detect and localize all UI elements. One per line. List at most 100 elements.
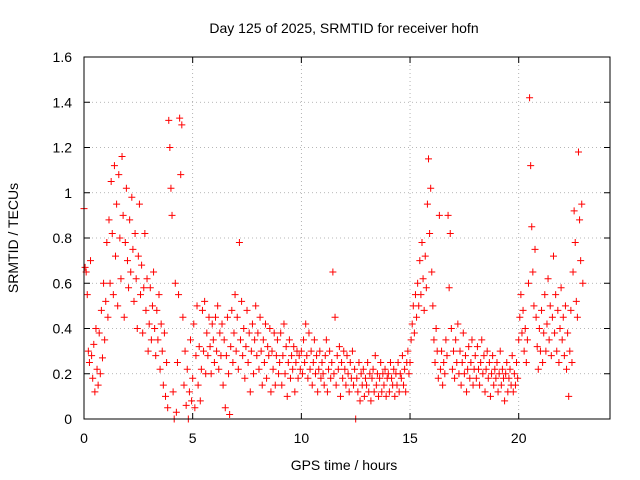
data-point xyxy=(288,352,296,360)
data-point xyxy=(428,268,436,276)
data-point xyxy=(404,347,412,355)
data-point xyxy=(534,365,542,373)
data-point xyxy=(528,223,536,231)
data-point xyxy=(110,162,118,170)
data-point xyxy=(330,370,338,378)
data-point xyxy=(573,313,581,321)
data-point xyxy=(179,313,187,321)
data-point xyxy=(264,343,272,351)
data-point xyxy=(397,374,405,382)
data-point xyxy=(279,352,287,360)
data-point xyxy=(234,365,242,373)
data-point xyxy=(92,325,100,332)
data-point xyxy=(201,297,209,305)
data-point xyxy=(395,388,403,396)
data-point xyxy=(420,306,428,314)
data-point xyxy=(494,388,502,396)
data-point xyxy=(123,257,131,265)
data-point xyxy=(414,279,422,287)
data-point xyxy=(108,229,116,237)
y-tick-label: 1.4 xyxy=(53,94,73,110)
data-point xyxy=(357,370,365,378)
data-point xyxy=(556,325,564,332)
data-point xyxy=(97,306,105,314)
data-point xyxy=(363,381,371,389)
data-point xyxy=(486,392,494,400)
data-point xyxy=(278,381,286,389)
data-point xyxy=(303,352,311,360)
data-point xyxy=(176,114,184,122)
data-point xyxy=(290,343,298,351)
data-point xyxy=(227,343,235,351)
data-point xyxy=(135,200,143,208)
data-point xyxy=(439,381,447,389)
data-point xyxy=(369,365,377,373)
data-point xyxy=(173,358,181,366)
data-point xyxy=(485,358,493,366)
data-point xyxy=(574,148,582,156)
data-point xyxy=(226,410,234,418)
data-point xyxy=(577,257,585,265)
data-point xyxy=(133,325,141,332)
data-point xyxy=(167,184,175,192)
data-point xyxy=(445,284,453,292)
data-point xyxy=(338,358,346,366)
data-point xyxy=(576,216,584,224)
data-point xyxy=(147,336,155,344)
data-point xyxy=(112,252,120,260)
x-tick-label: 10 xyxy=(294,430,310,446)
data-point xyxy=(375,392,383,400)
data-point xyxy=(314,388,322,396)
data-point xyxy=(255,365,263,373)
data-point xyxy=(91,388,99,396)
data-point xyxy=(378,388,386,396)
data-point xyxy=(514,374,522,382)
data-point xyxy=(84,347,92,355)
data-point xyxy=(323,388,331,396)
data-point xyxy=(256,313,264,321)
data-point xyxy=(385,388,393,396)
data-point xyxy=(320,381,328,389)
data-point xyxy=(448,365,456,373)
x-tick-label: 15 xyxy=(402,430,418,446)
data-point xyxy=(216,329,224,337)
data-point xyxy=(569,268,577,276)
y-tick-label: 1.2 xyxy=(53,140,73,156)
data-point xyxy=(426,229,434,237)
data-point xyxy=(454,320,462,328)
data-point xyxy=(386,358,394,366)
data-point xyxy=(557,284,565,292)
data-point xyxy=(447,325,455,332)
data-point xyxy=(538,306,546,314)
data-point xyxy=(578,200,586,208)
data-point xyxy=(382,392,390,400)
data-point xyxy=(292,358,300,366)
data-point xyxy=(339,374,347,382)
data-point xyxy=(472,374,480,382)
data-point xyxy=(521,325,529,332)
data-point xyxy=(329,268,337,276)
data-point xyxy=(493,358,501,366)
data-point xyxy=(257,347,265,355)
data-point xyxy=(241,374,249,382)
data-point xyxy=(220,336,228,344)
data-point xyxy=(416,257,424,265)
data-point xyxy=(103,239,111,247)
data-point xyxy=(165,116,173,124)
data-point xyxy=(410,329,418,337)
data-point xyxy=(370,388,378,396)
data-point xyxy=(296,365,304,373)
data-point xyxy=(143,275,151,283)
data-point xyxy=(343,352,351,360)
data-point xyxy=(388,374,396,382)
data-point xyxy=(361,374,369,382)
data-point xyxy=(215,365,223,373)
data-point xyxy=(208,320,216,328)
data-point xyxy=(235,239,243,247)
data-point xyxy=(102,297,110,305)
data-point xyxy=(548,313,556,321)
data-point xyxy=(311,370,319,378)
data-point xyxy=(81,263,89,271)
data-point xyxy=(219,381,227,389)
data-point xyxy=(185,388,193,396)
